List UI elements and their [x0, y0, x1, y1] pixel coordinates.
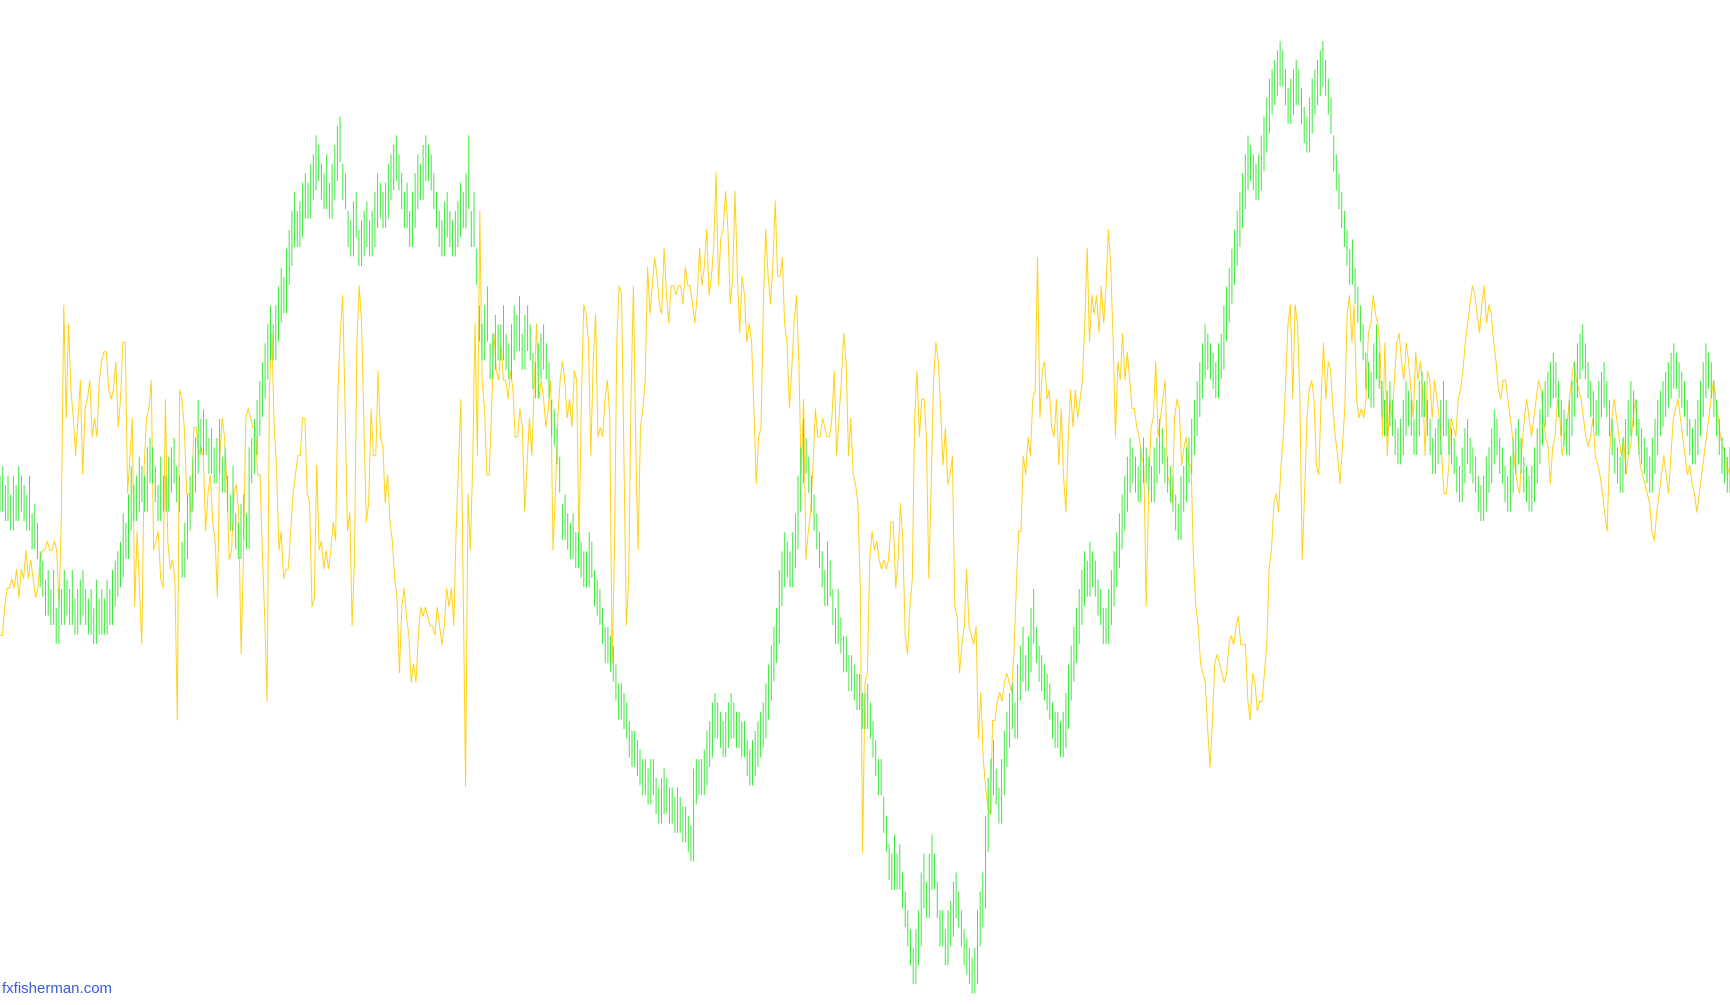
series-2	[0, 40, 1730, 994]
watermark-text[interactable]: fxfisherman.com	[2, 980, 113, 997]
series-1	[0, 172, 1730, 853]
series-line	[0, 172, 1730, 853]
